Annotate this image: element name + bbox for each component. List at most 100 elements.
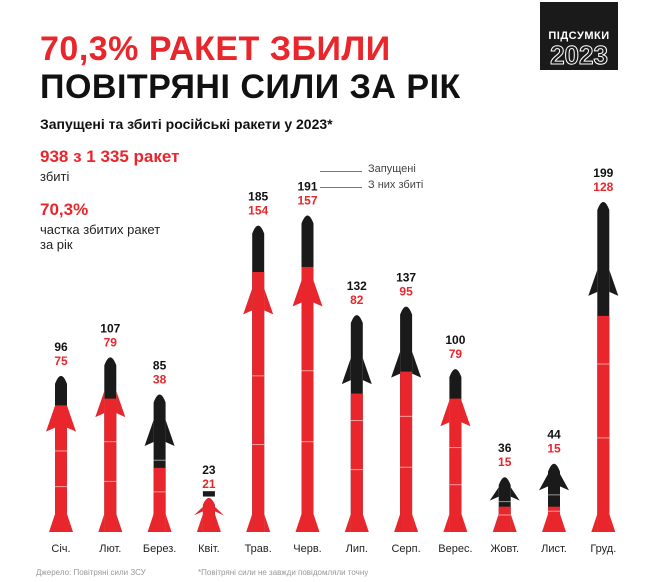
month-label: Квіт. [198,543,220,555]
shot-down-bar [400,371,413,532]
launched-value-label: 85 [153,358,167,372]
month-label: Черв. [293,543,321,555]
missile-tail-fins [49,514,73,532]
launched-value-label: 100 [445,333,465,347]
total-shot-down-caption: збиті [40,169,70,184]
missile-tail-fins [394,514,419,532]
missile-front-fins [539,474,569,491]
summary-badge: ПІДСУМКИ 2023 [540,2,618,70]
footnote: *Повітряні сили не завжди повідомляли то… [198,568,369,577]
shot-down-value-label: 82 [350,293,364,307]
percent-caption: частка збитих ракет за рік [40,222,161,252]
legend-shot-down-line [320,187,362,188]
launched-value-label: 107 [100,321,120,335]
launched-value-label: 137 [396,271,416,285]
missile-front-fins [95,391,126,418]
missile-front-fins [391,351,422,378]
month-label: Жовт. [490,543,519,555]
launched-remainder [202,491,215,497]
launched-value-label: 132 [347,279,367,293]
missile-front-fins [489,487,520,501]
title-line-1: 70,3% РАКЕТ ЗБИЛИ [40,30,391,68]
shot-down-value-label: 15 [547,442,561,456]
month-label: Січ. [51,543,70,555]
missile-front-fins [193,506,224,516]
missile-front-fins [341,358,372,385]
missile-tail-fins [443,514,468,532]
missile-tail-fins [246,514,271,532]
shot-down-bar [449,398,462,532]
badge-label: ПІДСУМКИ [548,30,610,42]
shot-down-bar [548,506,560,532]
shot-down-bar [597,315,610,532]
month-label: Лют. [99,543,121,555]
month-label: Верес. [438,543,472,555]
shot-down-bar [104,398,117,532]
month-label: Груд. [590,543,616,555]
missile-tail-fins [492,514,517,532]
month-label: Берез. [143,543,176,555]
shot-down-value-label: 38 [153,372,167,386]
month-label: Трав. [245,543,272,555]
shot-down-bar [350,393,363,532]
launched-value-label: 44 [547,428,561,442]
missile-tail-fins [295,514,320,532]
legend-launched-line [320,171,362,172]
shot-down-value-label: 21 [202,477,216,491]
launched-value-label: 185 [248,190,268,204]
shot-down-bar [202,497,215,532]
missile-front-fins [292,280,323,307]
launched-value-label: 36 [498,441,512,455]
shot-down-value-label: 95 [399,285,413,299]
shot-down-bar [301,266,314,532]
shot-down-value-label: 75 [54,354,68,368]
shot-down-value-label: 154 [248,204,268,218]
missile-tail-fins [98,514,123,532]
chart-subtitle: Запущені та збиті російські ракети у 202… [40,116,333,132]
percent-value: 70,3% [40,200,89,219]
launched-value-label: 191 [297,180,317,194]
title-line-2: ПОВІТРЯНІ СИЛИ ЗА РІК [40,68,461,106]
missile-front-fins [144,420,175,447]
launched-value-label: 96 [54,340,68,354]
missile-tail-fins [196,514,221,532]
shot-down-bar [498,506,511,532]
chart-legend: Запущені З них збиті [320,160,480,200]
shot-down-value-label: 157 [297,194,317,208]
missile-tail-fins [147,514,172,532]
shot-down-bar [252,271,265,532]
month-label: Лист. [541,543,567,555]
legend-shot-down: З них збиті [368,179,424,191]
shot-down-bar [153,467,166,532]
shot-down-value-label: 15 [498,455,512,469]
shot-down-value-label: 128 [593,180,613,194]
missile-tail-fins [542,514,566,532]
total-shot-down-value: 938 з 1 335 ракет [40,147,180,166]
shot-down-value-label: 79 [104,335,118,349]
launched-value-label: 23 [202,463,216,477]
legend-launched: Запущені [368,163,416,175]
badge-year: 2023 [550,40,609,70]
missile-tail-fins [591,514,616,532]
missile-tail-fins [344,514,369,532]
shot-down-value-label: 79 [449,347,463,361]
source-note: Джерело: Повітряні сили ЗСУ [36,568,146,577]
missile-front-fins [243,288,274,315]
month-label: Лип. [346,543,368,555]
missile-front-fins [440,400,471,427]
missile-front-fins [46,405,76,432]
month-label: Серп. [391,543,420,555]
shot-down-bar [55,405,67,532]
